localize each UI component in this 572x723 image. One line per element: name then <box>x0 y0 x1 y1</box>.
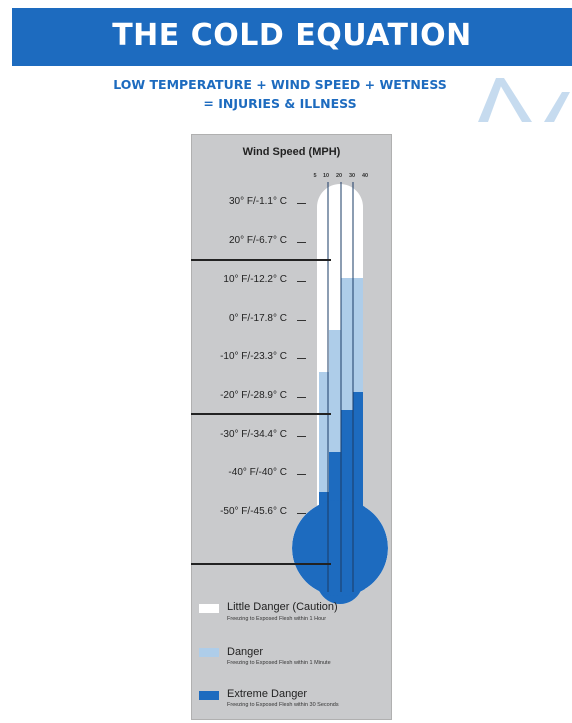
temp-label: -20° F/-28.9° C <box>220 390 287 401</box>
legend-description: Freezing to Exposed Flesh within 30 Seco… <box>227 702 339 708</box>
thermometer-graphic <box>292 182 388 604</box>
decorative-chevron-graphic <box>478 78 570 122</box>
legend-swatch-little-danger <box>199 604 219 613</box>
danger-zone-divider <box>191 413 331 415</box>
subtitle-line-1: LOW TEMPERATURE + WIND SPEED + WETNESS <box>113 77 447 92</box>
legend-swatch-extreme-danger <box>199 691 219 700</box>
danger-zone-divider <box>191 563 331 565</box>
temp-label: 10° F/-12.2° C <box>223 274 287 285</box>
legend-description: Freezing to Exposed Flesh within 1 Hour <box>227 616 327 622</box>
title-banner: THE COLD EQUATION <box>12 8 572 66</box>
temp-tick <box>297 436 306 437</box>
wind-tick-20: 20 <box>335 173 343 179</box>
temp-tick <box>297 358 306 359</box>
temp-tick <box>297 320 306 321</box>
wind-tick-10: 10 <box>322 173 330 179</box>
wind-tick-40: 40 <box>361 173 369 179</box>
temp-tick <box>297 242 306 243</box>
legend-label: Little Danger (Caution) <box>227 601 338 613</box>
temp-tick <box>297 203 306 204</box>
temp-label: 20° F/-6.7° C <box>228 235 287 246</box>
temp-tick <box>297 397 306 398</box>
danger-zone-divider <box>191 259 331 261</box>
legend-label: Danger <box>227 646 264 658</box>
temp-label: 0° F/-17.8° C <box>228 313 287 324</box>
temp-tick <box>297 281 306 282</box>
wind-speed-title: Wind Speed (MPH) <box>242 146 341 158</box>
page-title: THE COLD EQUATION <box>112 18 472 53</box>
subtitle-line-2: = INJURIES & ILLNESS <box>203 96 357 111</box>
temp-label: -50° F/-45.6° C <box>220 506 287 517</box>
temp-label: -10° F/-23.3° C <box>220 351 287 362</box>
temp-tick <box>297 513 306 514</box>
legend-description: Freezing to Exposed Flesh within 1 Minut… <box>227 660 331 666</box>
legend-swatch-danger <box>199 648 219 657</box>
temp-label: -30° F/-34.4° C <box>220 429 287 440</box>
temp-label: -40° F/-40° C <box>228 467 287 478</box>
wind-tick-30: 30 <box>348 173 356 179</box>
wind-tick-5: 5 <box>313 173 317 179</box>
legend-label: Extreme Danger <box>227 688 308 700</box>
temp-label: 30° F/-1.1° C <box>228 196 287 207</box>
temp-tick <box>297 474 306 475</box>
